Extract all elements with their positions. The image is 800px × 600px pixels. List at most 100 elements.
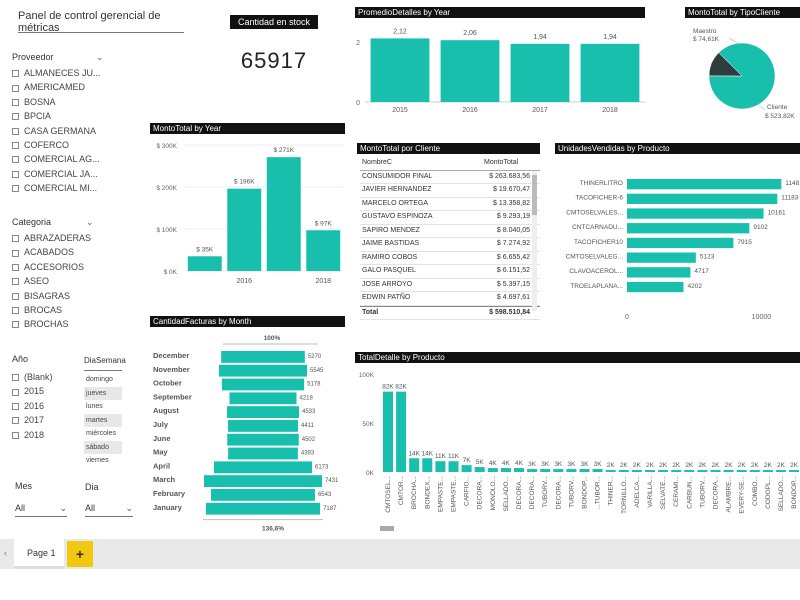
page-tab-1[interactable]: Page 1 bbox=[14, 539, 64, 569]
mes-dropdown[interactable]: All ⌄ bbox=[15, 500, 67, 517]
table-row[interactable]: RAMIRO COBOS $ 6.655,42 bbox=[360, 252, 540, 265]
checkbox[interactable] bbox=[12, 417, 19, 425]
categoria-header[interactable]: Categoria ⌄ bbox=[12, 217, 140, 231]
checkbox[interactable] bbox=[12, 185, 19, 193]
checkbox[interactable] bbox=[12, 249, 19, 257]
scroll-left-icon[interactable]: ‹ bbox=[4, 548, 7, 558]
col-nombre-header[interactable]: NombreC bbox=[362, 159, 392, 166]
mes-title: Mes bbox=[15, 481, 33, 491]
proveedor-item-label: COMERCIAL AG... bbox=[24, 154, 100, 165]
x-tick-label: DECORA... bbox=[555, 476, 562, 509]
proveedor-item[interactable]: AMERICAMED bbox=[12, 80, 140, 94]
bar bbox=[396, 391, 407, 472]
checkbox[interactable] bbox=[12, 170, 19, 178]
diasemana-item[interactable]: martes bbox=[84, 413, 122, 427]
data-label: 3K bbox=[581, 461, 590, 468]
checkbox[interactable] bbox=[12, 278, 19, 286]
categoria-item[interactable]: ASEO bbox=[12, 274, 140, 288]
proveedor-item[interactable]: COMERCIAL MI... bbox=[12, 181, 140, 195]
checkbox[interactable] bbox=[12, 374, 19, 382]
checkbox[interactable] bbox=[12, 307, 19, 315]
page-tab-label: Page 1 bbox=[27, 548, 56, 558]
bar bbox=[500, 468, 511, 472]
table-row[interactable]: JAVIER HERNANDEZ $ 19.670,47 bbox=[360, 184, 540, 198]
checkbox[interactable] bbox=[12, 70, 19, 78]
checkbox[interactable] bbox=[12, 321, 19, 329]
bar bbox=[631, 470, 642, 472]
categoria-item[interactable]: BROCAS bbox=[12, 303, 140, 317]
chevron-down-icon[interactable]: ⌄ bbox=[96, 52, 104, 62]
checkbox[interactable] bbox=[12, 402, 19, 410]
categoria-item[interactable]: BISAGRAS bbox=[12, 289, 140, 303]
proveedor-list: ALMANECES JU... AMERICAMED BOSNA BPCIA CASA … bbox=[12, 66, 140, 196]
chevron-down-icon: ⌄ bbox=[59, 503, 67, 513]
diasemana-item[interactable]: domingo bbox=[86, 376, 113, 383]
checkbox[interactable] bbox=[12, 84, 19, 92]
diasemana-item[interactable]: sábado bbox=[84, 440, 122, 454]
checkbox[interactable] bbox=[12, 431, 19, 439]
dia-dropdown[interactable]: All ⌄ bbox=[85, 500, 133, 517]
checkbox[interactable] bbox=[12, 113, 19, 121]
data-label: 4218 bbox=[299, 395, 313, 401]
checkbox[interactable] bbox=[12, 156, 19, 164]
checkbox[interactable] bbox=[12, 292, 19, 300]
diasemana-item[interactable]: jueves bbox=[84, 386, 122, 400]
table-scrollbar[interactable] bbox=[532, 171, 537, 311]
add-page-button[interactable]: + bbox=[67, 541, 93, 567]
table-row[interactable]: GALO PASQUEL $ 6.151,52 bbox=[360, 265, 540, 279]
categoria-item[interactable]: BROCHAS bbox=[12, 317, 140, 331]
table-row[interactable]: JAIME BASTIDAS $ 7.274,92 bbox=[360, 238, 540, 252]
proveedor-item[interactable]: BOSNA bbox=[12, 95, 140, 109]
table-row[interactable]: GUSTAVO ESPINOZA $ 9.293,19 bbox=[360, 211, 540, 225]
anio-item[interactable]: 2015 bbox=[12, 384, 80, 398]
proveedor-header[interactable]: Proveedor ⌄ bbox=[12, 52, 140, 66]
cell-monto: $ 263.683,56 bbox=[489, 172, 530, 180]
anio-item[interactable]: 2016 bbox=[12, 399, 80, 413]
checkbox[interactable] bbox=[12, 235, 19, 243]
checkbox[interactable] bbox=[12, 263, 19, 271]
table-row[interactable]: SAPIRO MENDEZ $ 8.040,05 bbox=[360, 225, 540, 238]
col-monto-header[interactable]: MontoTotal bbox=[484, 159, 519, 166]
checkbox[interactable] bbox=[12, 98, 19, 106]
bar bbox=[627, 208, 764, 219]
proveedor-item[interactable]: ALMANECES JU... bbox=[12, 66, 140, 80]
x-tick-label: 2018 bbox=[315, 278, 331, 285]
bar bbox=[592, 469, 603, 472]
anio-item-label: 2015 bbox=[24, 386, 45, 397]
bar bbox=[749, 470, 760, 472]
proveedor-item[interactable]: BPCIA bbox=[12, 109, 140, 123]
diasemana-item[interactable]: miércoles bbox=[86, 430, 116, 437]
proveedor-item[interactable]: COMERCIAL AG... bbox=[12, 152, 140, 166]
checkbox[interactable] bbox=[12, 127, 19, 135]
bar bbox=[671, 470, 682, 472]
y-tick-label: 0 bbox=[356, 100, 360, 107]
dia-value: All bbox=[85, 503, 96, 513]
chevron-down-icon[interactable]: ⌄ bbox=[86, 217, 94, 227]
montotipo-chart-title: MontoTotal by TipoCliente bbox=[685, 7, 800, 18]
proveedor-item[interactable]: CASA GERMANA bbox=[12, 124, 140, 138]
y-tick-label: CNTCARNADU... bbox=[572, 224, 623, 231]
checkbox[interactable] bbox=[12, 142, 19, 150]
table-row[interactable]: JOSE ARROYO $ 5.397,15 bbox=[360, 279, 540, 292]
table-row[interactable]: MARCELO ORTEGA $ 13.358,82 bbox=[360, 198, 540, 211]
data-label: 4502 bbox=[302, 437, 316, 443]
categoria-item[interactable]: ACABADOS bbox=[12, 245, 140, 259]
categoria-item[interactable]: ABRAZADERAS bbox=[12, 231, 140, 245]
categoria-item[interactable]: ACCESORIOS bbox=[12, 260, 140, 274]
cell-monto: $ 4.697,61 bbox=[496, 294, 530, 301]
anio-item[interactable]: (Blank) bbox=[12, 370, 80, 384]
diasemana-item[interactable]: viernes bbox=[86, 457, 109, 464]
table-row[interactable]: CONSUMIDOR FINAL $ 263.683,56 bbox=[360, 171, 540, 184]
table-scrollbar-thumb[interactable] bbox=[532, 175, 537, 215]
proveedor-item[interactable]: COFERCO bbox=[12, 138, 140, 152]
proveedor-item[interactable]: COMERCIAL JA... bbox=[12, 167, 140, 181]
diasemana-item[interactable]: lunes bbox=[86, 403, 103, 410]
anio-item[interactable]: 2018 bbox=[12, 428, 80, 442]
cliente-table-header: NombreC MontoTotal bbox=[360, 157, 540, 171]
funnel-bar bbox=[211, 489, 315, 501]
checkbox[interactable] bbox=[12, 388, 19, 396]
table-row[interactable]: EDWIN PATÑO $ 4.697,61 bbox=[360, 292, 540, 306]
x-tick-label: SELVATE... bbox=[660, 476, 667, 509]
anio-item[interactable]: 2017 bbox=[12, 413, 80, 427]
bar bbox=[627, 237, 734, 249]
